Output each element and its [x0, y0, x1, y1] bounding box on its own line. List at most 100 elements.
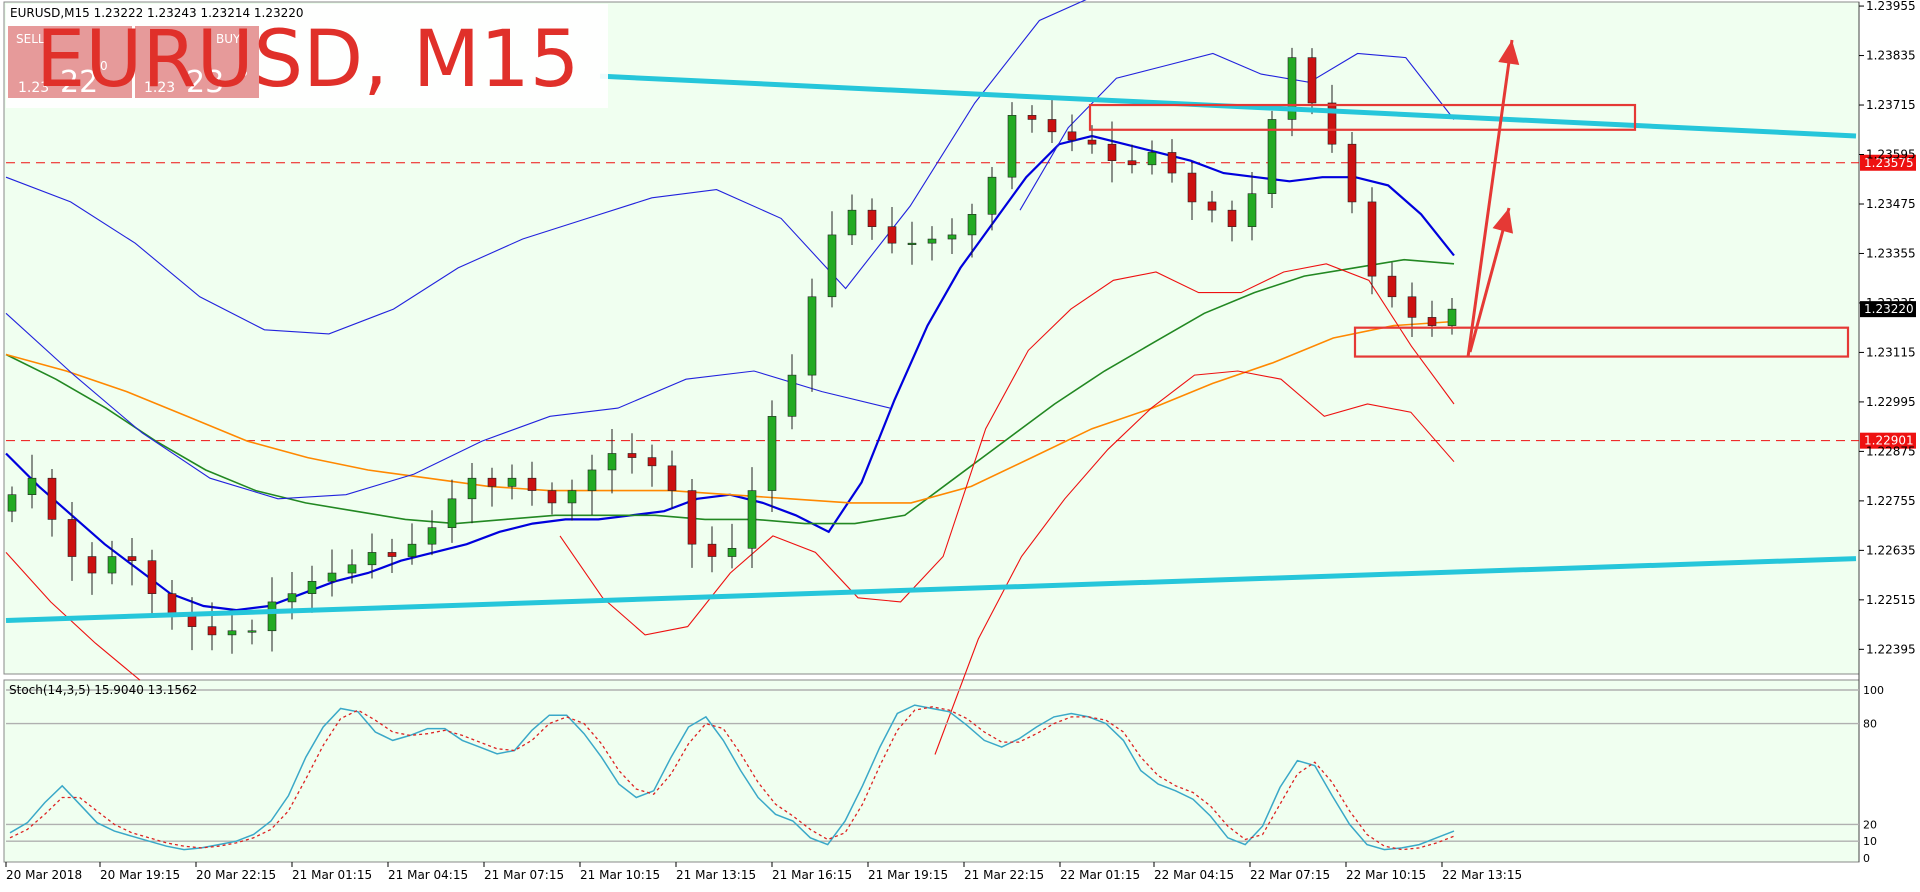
bullish-candle: [967, 213, 977, 236]
stoch-level-label: 80: [1863, 718, 1877, 731]
bearish-candle: [1107, 143, 1117, 161]
bearish-candle: [1047, 119, 1057, 133]
upper-band-blue-line: [5, 0, 1087, 335]
time-tick-label: 21 Mar 04:15: [388, 868, 468, 882]
upper-band-blue-late-line: [1019, 52, 1455, 211]
price-tick-label: 1.23715: [1866, 98, 1916, 112]
bullish-candle: [1247, 193, 1257, 227]
time-tick-label: 20 Mar 19:15: [100, 868, 180, 882]
time-tick-label: 21 Mar 13:15: [676, 868, 756, 882]
bullish-candle: [907, 242, 917, 245]
sell-label: SELL: [16, 32, 45, 46]
time-tick-label: 22 Mar 04:15: [1154, 868, 1234, 882]
bearish-candle: [1347, 143, 1357, 203]
sell-price-big: 22: [60, 65, 98, 100]
bearish-candle: [627, 453, 637, 458]
stochastic-panel[interactable]: [3, 679, 1860, 863]
price-tick-label: 1.22875: [1866, 444, 1916, 458]
bullish-candle: [947, 234, 957, 240]
bearish-candle: [487, 477, 497, 487]
bullish-candle: [507, 477, 517, 487]
moving-average-orange-line: [5, 320, 1455, 504]
price-tick-label: 1.23955: [1866, 0, 1916, 13]
current-price-label: 1.23220: [1864, 302, 1914, 316]
price-tick-label: 1.23115: [1866, 345, 1916, 359]
bearish-candle: [1207, 201, 1217, 211]
bullish-candle: [107, 556, 117, 574]
bearish-candle: [887, 226, 897, 244]
bullish-candle: [567, 490, 577, 504]
bearish-candle: [67, 519, 77, 557]
bullish-candle: [747, 490, 757, 549]
support-trendline: [5, 556, 1857, 623]
moving-average-green-line: [5, 258, 1455, 525]
bearish-candle: [1127, 160, 1137, 166]
time-tick-label: 20 Mar 2018: [6, 868, 82, 882]
stoch-level-label: 0: [1863, 852, 1870, 865]
main-chart-area[interactable]: [3, 1, 1860, 675]
bearish-candle: [167, 593, 177, 615]
bullish-candle: [807, 296, 817, 376]
bearish-candle: [1227, 209, 1237, 227]
lower-band-blue-line: [5, 312, 891, 500]
upper-band-red-line: [5, 552, 141, 681]
time-tick-label: 22 Mar 07:15: [1250, 868, 1330, 882]
bullish-candle: [407, 543, 417, 557]
time-tick-label: 21 Mar 19:15: [868, 868, 948, 882]
buy-button[interactable]: [135, 26, 259, 98]
buy-price-small: 1.23: [144, 80, 175, 96]
bearish-candle: [1427, 317, 1437, 326]
sell-button[interactable]: [8, 26, 132, 98]
stoch-level-label: 10: [1863, 835, 1877, 848]
level-price-label: 1.23575: [1864, 156, 1914, 170]
price-tick-label: 1.23475: [1866, 197, 1916, 211]
bullish-candle: [987, 176, 997, 215]
level-price-badge: [1860, 432, 1916, 449]
bearish-candle: [387, 552, 397, 557]
lot-value[interactable]: 0: [100, 59, 108, 73]
bearish-candle: [1087, 139, 1097, 145]
bullish-candle: [927, 238, 937, 244]
bearish-candle: [547, 490, 557, 504]
bullish-candle: [1267, 119, 1277, 194]
bearish-candle: [1187, 172, 1197, 203]
bullish-candle: [1007, 115, 1017, 178]
bullish-arrow-lower-head: [1492, 208, 1514, 234]
bullish-arrow-upper-head: [1498, 40, 1520, 65]
time-tick-label: 22 Mar 01:15: [1060, 868, 1140, 882]
bullish-arrow-lower-shaft: [1468, 207, 1511, 353]
bearish-candle: [1167, 152, 1177, 174]
bullish-candle: [847, 209, 857, 236]
resistance-zone-box: [1088, 103, 1637, 131]
time-tick-label: 21 Mar 10:15: [580, 868, 660, 882]
price-tick-label: 1.23595: [1866, 148, 1916, 162]
lower-band-red-line: [559, 263, 1455, 636]
bearish-candle: [647, 457, 657, 467]
bullish-candle: [427, 527, 437, 545]
buy-price-big: 23: [186, 65, 224, 100]
bullish-candle: [307, 580, 317, 594]
bullish-candle: [607, 453, 617, 471]
stoch-main-line: [9, 704, 1455, 851]
bearish-candle: [667, 465, 677, 491]
buy-label: BUY: [216, 32, 241, 46]
level-price-label: 1.22901: [1864, 434, 1914, 448]
bullish-candle: [1147, 152, 1157, 166]
chart-title: EURUSD, M15: [36, 15, 579, 105]
stoch-level-label: 100: [1863, 684, 1884, 697]
time-tick-label: 22 Mar 10:15: [1346, 868, 1426, 882]
price-tick-label: 1.22635: [1866, 543, 1916, 557]
bullish-candle: [447, 498, 457, 528]
buy-price-superscript: 8: [240, 65, 248, 79]
price-tick-label: 1.23835: [1866, 49, 1916, 63]
bullish-candle: [587, 469, 597, 491]
one-click-trade-panel[interactable]: SELL BUY 8 0 1.23 22 1.23 23: [8, 26, 259, 100]
bullish-candle: [287, 593, 297, 603]
bullish-arrow-upper-shaft: [1466, 39, 1514, 358]
price-tick-label: 1.22515: [1866, 593, 1916, 607]
bullish-candle: [1287, 57, 1297, 120]
stoch-signal-line: [9, 706, 1455, 851]
bullish-candle: [347, 564, 357, 574]
symbol-info-line: EURUSD,M15 1.23222 1.23243 1.23214 1.232…: [10, 6, 304, 20]
